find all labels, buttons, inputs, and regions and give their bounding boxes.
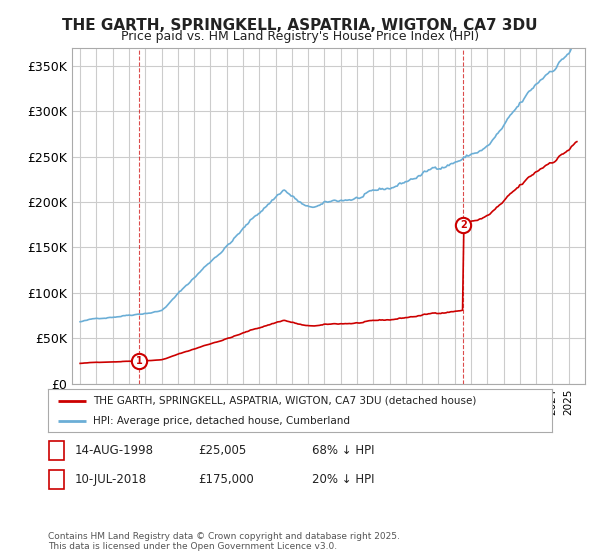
Text: THE GARTH, SPRINGKELL, ASPATRIA, WIGTON, CA7 3DU: THE GARTH, SPRINGKELL, ASPATRIA, WIGTON,…: [62, 18, 538, 33]
Text: 1: 1: [53, 446, 60, 456]
Text: 2: 2: [460, 220, 467, 230]
Text: £25,005: £25,005: [198, 444, 246, 458]
Text: 14-AUG-1998: 14-AUG-1998: [75, 444, 154, 458]
Text: £175,000: £175,000: [198, 473, 254, 487]
Text: 2: 2: [53, 475, 60, 485]
Text: Contains HM Land Registry data © Crown copyright and database right 2025.
This d: Contains HM Land Registry data © Crown c…: [48, 531, 400, 551]
Text: 68% ↓ HPI: 68% ↓ HPI: [312, 444, 374, 458]
Text: 20% ↓ HPI: 20% ↓ HPI: [312, 473, 374, 487]
Text: 10-JUL-2018: 10-JUL-2018: [75, 473, 147, 487]
Text: HPI: Average price, detached house, Cumberland: HPI: Average price, detached house, Cumb…: [94, 417, 350, 426]
Text: 1: 1: [136, 356, 142, 366]
Text: Price paid vs. HM Land Registry's House Price Index (HPI): Price paid vs. HM Land Registry's House …: [121, 30, 479, 43]
Text: THE GARTH, SPRINGKELL, ASPATRIA, WIGTON, CA7 3DU (detached house): THE GARTH, SPRINGKELL, ASPATRIA, WIGTON,…: [94, 396, 477, 406]
